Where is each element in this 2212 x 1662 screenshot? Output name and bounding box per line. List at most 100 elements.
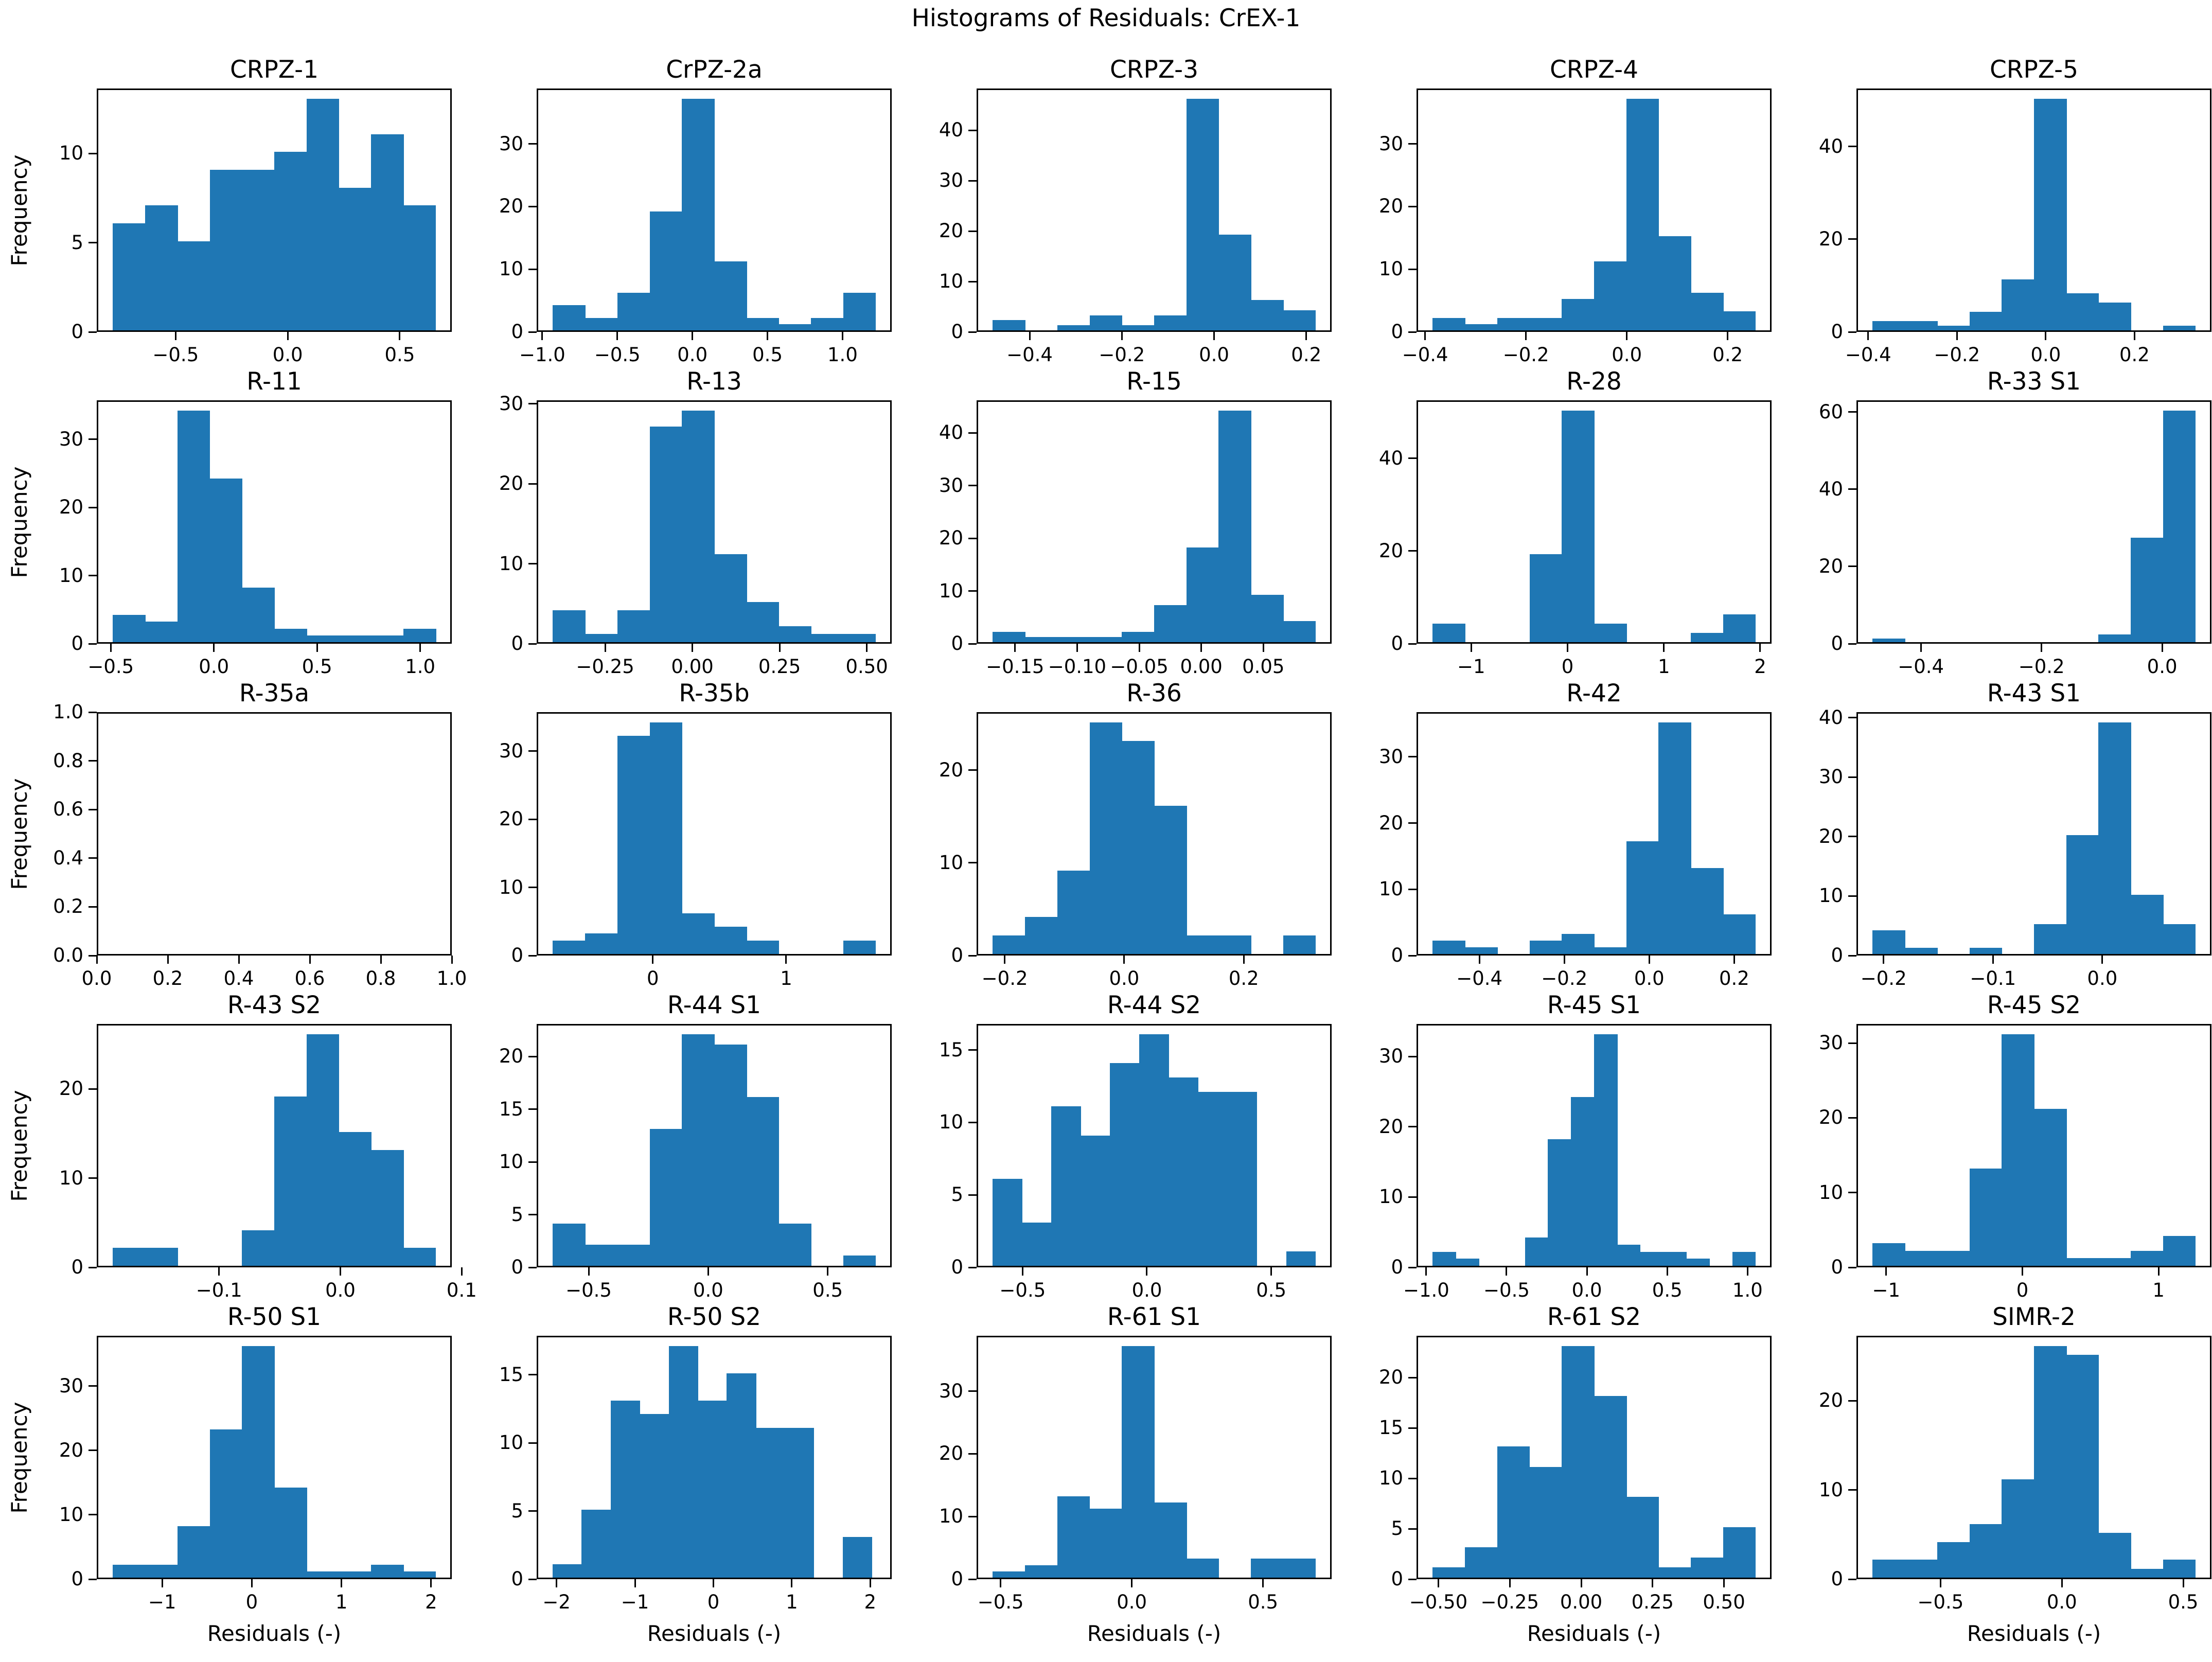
- histogram-bar: [843, 1255, 876, 1266]
- histogram-bar: [1089, 722, 1123, 954]
- x-tick-label: −0.5: [999, 1279, 1046, 1301]
- y-tick: [968, 432, 977, 434]
- y-tick: [528, 563, 537, 565]
- x-tick: [1759, 644, 1761, 652]
- histogram-bar: [177, 410, 210, 642]
- x-tick-label: −0.5: [977, 1591, 1024, 1613]
- y-tick: [1408, 1477, 1417, 1479]
- x-tick: [419, 644, 421, 652]
- y-tick-label: 20: [499, 1045, 523, 1068]
- histogram-bar: [242, 588, 275, 642]
- subplot-title: CRPZ-1: [229, 56, 319, 84]
- x-tick-label: 0.5: [1256, 1279, 1287, 1301]
- y-tick: [89, 1088, 97, 1090]
- histogram-bar: [1571, 1097, 1595, 1266]
- plot-area: [1856, 712, 2211, 956]
- y-tick-label: 10: [939, 579, 963, 602]
- histogram-bar: [1081, 1135, 1111, 1266]
- x-tick-label: −1.0: [1403, 1279, 1449, 1301]
- histogram-bar: [1110, 1063, 1140, 1266]
- y-tick-label: 20: [1818, 555, 1843, 577]
- histogram-bar: [1432, 317, 1465, 330]
- histogram-bar: [1089, 1509, 1123, 1578]
- histogram-bar: [1169, 1077, 1199, 1266]
- y-tick: [89, 954, 97, 957]
- histogram-bar: [727, 1373, 756, 1578]
- x-tick: [1723, 1579, 1725, 1587]
- y-tick: [1848, 643, 1856, 645]
- histogram-bar: [617, 736, 650, 954]
- x-tick-label: 0.5: [302, 656, 332, 678]
- subplot-title: R-28: [1566, 367, 1622, 396]
- y-tick-label: 0: [511, 632, 523, 655]
- histogram-bar: [145, 1564, 178, 1578]
- y-tick-label: 10: [499, 552, 523, 575]
- y-tick: [89, 1266, 97, 1268]
- x-tick-label: −0.15: [986, 656, 1045, 678]
- y-axis-label: Frequency: [7, 778, 32, 890]
- y-tick: [968, 1266, 977, 1268]
- histogram-bar: [617, 610, 650, 642]
- x-axis-label: Residuals (-): [647, 1621, 782, 1646]
- x-tick-label: 0.0: [1571, 1279, 1602, 1301]
- y-tick-label: 10: [499, 876, 523, 898]
- plot-area: [97, 89, 452, 332]
- subplot-title: CRPZ-4: [1549, 56, 1639, 84]
- x-axis-label: Residuals (-): [1527, 1621, 1661, 1646]
- x-tick-label: −0.5: [594, 344, 641, 366]
- x-tick-label: 0.5: [752, 344, 783, 366]
- y-tick-label: 30: [59, 1374, 83, 1397]
- histogram-bar: [1122, 740, 1155, 954]
- y-tick-label: 0: [511, 1256, 523, 1278]
- subplot-title: R-42: [1566, 679, 1622, 708]
- histogram-bar: [1732, 1251, 1756, 1266]
- x-tick-label: 0.8: [365, 967, 396, 989]
- histogram-bar: [1937, 326, 1970, 330]
- x-axis-label: Residuals (-): [1967, 1621, 2101, 1646]
- histogram-bar: [1562, 1346, 1595, 1578]
- plot-area: [537, 89, 892, 332]
- histogram-bar: [113, 223, 146, 330]
- histogram-bar: [339, 187, 371, 330]
- histogram-bar: [1691, 292, 1724, 330]
- y-tick: [1408, 643, 1417, 645]
- x-tick-label: 0.5: [1248, 1591, 1279, 1613]
- x-tick-label: −0.5: [565, 1279, 612, 1301]
- histogram-bar: [145, 1248, 178, 1266]
- subplot-title: R-13: [686, 367, 742, 396]
- x-tick: [1200, 644, 1202, 652]
- x-tick: [96, 956, 98, 964]
- x-tick-label: 0: [1561, 656, 1574, 678]
- y-tick-label: 10: [59, 1166, 83, 1189]
- y-tick-label: 0: [1391, 321, 1403, 343]
- histogram-bar: [1617, 1245, 1641, 1266]
- histogram-bar: [1122, 325, 1155, 330]
- x-tick: [1509, 1579, 1511, 1587]
- x-tick: [1939, 1579, 1941, 1587]
- x-tick-label: 0.0: [81, 967, 112, 989]
- histogram-bar: [1969, 948, 2003, 954]
- histogram-bar: [1089, 636, 1123, 642]
- y-tick: [528, 403, 537, 405]
- histogram-bar: [1432, 941, 1465, 954]
- histogram-bar: [1122, 631, 1155, 642]
- x-tick: [1506, 1267, 1508, 1276]
- x-tick-label: −1: [1457, 656, 1485, 678]
- histogram-bar: [339, 1571, 371, 1578]
- y-tick-label: 0: [1831, 944, 1843, 966]
- y-tick: [968, 180, 977, 182]
- x-tick-label: 1: [786, 1591, 798, 1613]
- plot-area: [537, 712, 892, 956]
- x-tick-label: 0.00: [671, 656, 714, 678]
- x-tick: [785, 956, 787, 964]
- y-tick-label: 20: [499, 195, 523, 218]
- y-tick: [89, 857, 97, 859]
- x-tick: [652, 956, 654, 964]
- x-tick: [791, 1579, 793, 1587]
- x-tick-label: 0.0: [2046, 1591, 2077, 1613]
- histogram-bar: [842, 1536, 873, 1578]
- histogram-bar: [371, 1564, 404, 1578]
- histogram-bar: [668, 1346, 698, 1578]
- subplot-title: R-44 S2: [1107, 991, 1201, 1019]
- y-tick: [1848, 776, 1856, 778]
